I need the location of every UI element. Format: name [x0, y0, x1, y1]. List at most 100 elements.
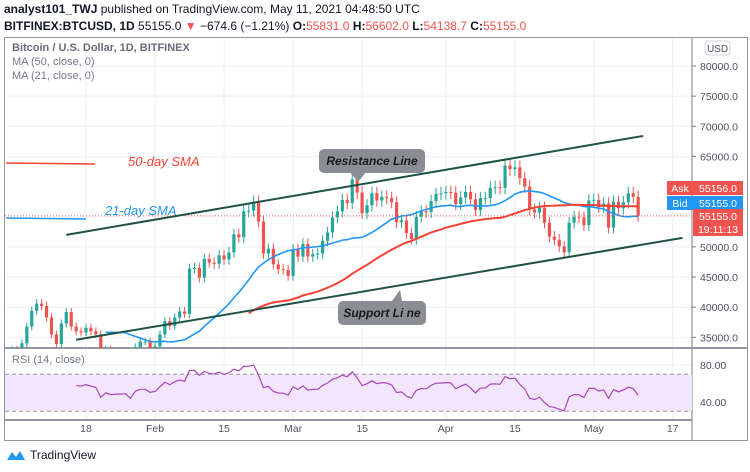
candle-body: [301, 243, 305, 257]
candle-body: [74, 326, 78, 332]
price-change: −674.6 (−1.21%): [199, 19, 290, 33]
candle-body: [488, 187, 492, 199]
candle-body: [222, 255, 226, 260]
candle-body: [537, 207, 542, 213]
candle-body: [459, 197, 463, 205]
candle-body: [163, 321, 167, 335]
y-tick-label: 75000.0: [700, 91, 738, 103]
candle-body: [84, 327, 88, 333]
chart-frame[interactable]: [4, 37, 748, 441]
legend-ma21[interactable]: MA (21, close, 0): [12, 70, 95, 82]
bar-countdown-bg: [693, 222, 743, 236]
symbol: BITFINEX:BTCUSD, 1D: [4, 19, 135, 33]
candle-body: [345, 199, 349, 203]
candle-body: [528, 186, 532, 210]
x-tick-label: 18: [80, 423, 92, 435]
candle-body: [394, 202, 399, 223]
candle-body: [79, 331, 83, 333]
sma50-annotation: 50-day SMA: [128, 154, 200, 169]
candle-body: [311, 254, 315, 257]
open-value: 55831.0: [306, 19, 350, 33]
candle-body: [286, 269, 290, 276]
resistance-callout-label: Resistance Line: [326, 154, 418, 168]
candle-body: [30, 310, 34, 327]
candle-body: [54, 334, 59, 344]
candle-body: [533, 209, 537, 213]
candle-body: [483, 198, 487, 200]
candle-body: [237, 234, 241, 238]
candle-body: [59, 323, 63, 344]
last-price: 55155.0: [138, 19, 182, 33]
candle-body: [557, 239, 561, 247]
candle-body: [508, 165, 512, 170]
close-value: 55155.0: [482, 19, 527, 33]
resistance-callout-tail: [350, 172, 366, 182]
candle-body: [202, 258, 206, 278]
bid-label-bg: [667, 196, 693, 210]
bid-price: 55155.0: [699, 198, 737, 210]
candle-body: [124, 352, 127, 353]
published-text: published on TradingView.com, May 11, 20…: [100, 2, 420, 16]
sma21-annotation: 21-day SMA: [104, 203, 177, 218]
x-tick-label: 15: [509, 423, 521, 435]
candle-body: [49, 317, 54, 335]
y-tick-label: 45000.0: [700, 272, 738, 284]
close-label: C:: [470, 19, 483, 33]
candle-body: [424, 211, 428, 213]
candle-body: [316, 253, 320, 255]
candle-body: [350, 179, 354, 203]
candle-body: [562, 246, 566, 253]
support-callout-label: Support Li ne: [343, 306, 421, 320]
rsi-pane: [5, 364, 692, 412]
candle-body: [296, 249, 300, 257]
high-label: H:: [352, 19, 366, 33]
legend-rsi[interactable]: RSI (14, close): [12, 354, 85, 366]
candle-body: [419, 211, 423, 217]
x-tick-label: May: [584, 423, 605, 435]
legend-ma50[interactable]: MA (50, close, 0): [12, 56, 95, 68]
currency-badge: [704, 40, 731, 56]
candle-body: [518, 167, 522, 179]
x-tick-label: Feb: [146, 423, 164, 435]
candle-body: [572, 216, 576, 223]
ask-price-bg: [693, 181, 743, 195]
symbol-info: BITFINEX:BTCUSD, 1D 55155.0 ▼ −674.6 (−1…: [4, 19, 526, 33]
candle-body: [20, 343, 24, 348]
candle-body: [178, 311, 182, 318]
candle-body: [192, 268, 197, 270]
y-tick-label: 35000.0: [700, 332, 738, 344]
candle-body: [434, 193, 438, 202]
candle-body: [498, 187, 502, 189]
candle-body: [414, 216, 418, 240]
candle-body: [109, 349, 112, 354]
rsi-tick-label: 80.00: [700, 360, 726, 372]
resistance-callout-box: [319, 149, 425, 173]
candle-body: [99, 334, 103, 348]
candle-body: [552, 236, 556, 240]
author-name[interactable]: analyst101_TWJ: [4, 2, 98, 16]
candle-body: [266, 248, 271, 254]
candle-body: [133, 346, 137, 348]
candle-body: [35, 303, 39, 311]
candle-body: [340, 199, 344, 212]
support-callout-box: [338, 301, 426, 325]
candle-body: [439, 193, 443, 195]
candle-body: [335, 211, 340, 218]
candle-body: [390, 198, 394, 203]
ask-label: Ask: [671, 183, 689, 195]
candle-body: [370, 193, 374, 206]
candle-body: [567, 222, 571, 253]
candle-body: [399, 220, 404, 223]
candle-body: [261, 221, 266, 254]
candle-body: [89, 327, 93, 332]
y-tick-label: 70000.0: [700, 121, 738, 133]
bid-price-bg: [693, 196, 743, 210]
open-label: O:: [292, 19, 307, 33]
candle-body: [129, 352, 132, 365]
footer-brand[interactable]: TradingView: [6, 448, 96, 462]
candle-body: [153, 346, 157, 348]
candle-body: [104, 349, 107, 362]
sma50-annotation-line: [5, 162, 96, 165]
y-tick-label: 40000.0: [700, 302, 738, 314]
